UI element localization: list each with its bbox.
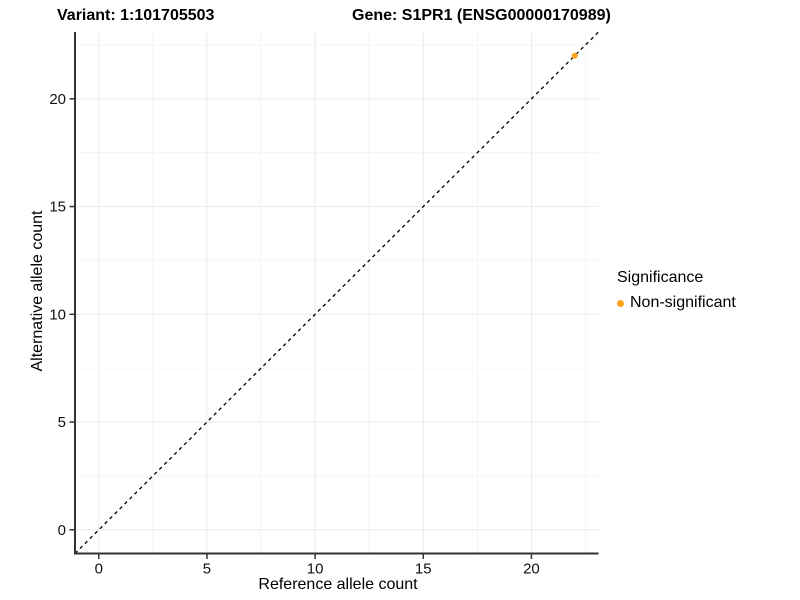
plot-title-gene: Gene: S1PR1 (ENSG00000170989) <box>352 7 611 24</box>
y-tick-label: 10 <box>49 306 66 323</box>
legend-point-icon <box>617 299 624 307</box>
x-tick-label: 0 <box>95 561 103 578</box>
y-tick-label: 15 <box>49 199 66 216</box>
plot-title-variant: Variant: 1:101705503 <box>57 7 215 24</box>
y-tick-label: 0 <box>58 522 66 539</box>
identity-line <box>74 31 599 554</box>
x-axis-label: Reference allele count <box>258 576 418 593</box>
legend-item: Non-significant <box>617 294 736 312</box>
x-tick-label: 15 <box>415 561 432 578</box>
y-tick-label: 20 <box>49 91 66 108</box>
y-axis-label: Alternative allele count <box>29 210 46 372</box>
x-tick-label: 5 <box>203 561 211 578</box>
data-point <box>571 52 578 59</box>
legend-title: Significance <box>617 269 704 286</box>
x-tick-label: 20 <box>523 561 540 578</box>
legend-item-label: Non-significant <box>630 294 736 311</box>
legend: Significance Non-significant <box>617 269 736 312</box>
x-tick-label: 10 <box>307 561 324 578</box>
y-tick-label: 5 <box>58 414 66 431</box>
